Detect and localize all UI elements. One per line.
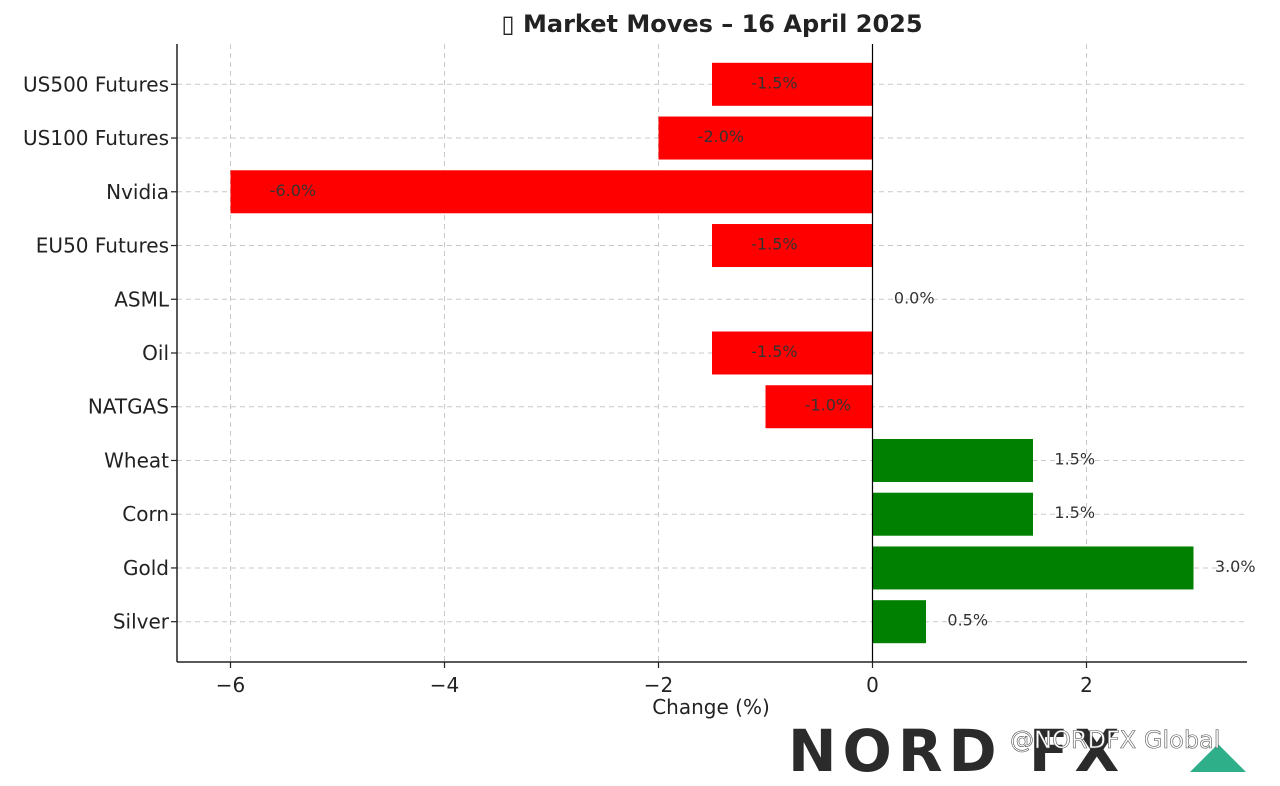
bar <box>712 331 873 375</box>
bar <box>712 224 873 268</box>
category-label: US100 Futures <box>23 126 169 150</box>
x-tick-label: 0 <box>866 673 879 697</box>
data-label: 1.5% <box>1054 449 1095 468</box>
category-label: Nvidia <box>106 180 169 204</box>
brand-logo: NORD FX @NORDFX Global <box>788 717 1246 785</box>
category-label: Corn <box>122 502 169 526</box>
chart-title: ▯ Market Moves – 16 April 2025 <box>501 10 922 38</box>
bar <box>872 438 1033 482</box>
x-tick-label: −4 <box>430 673 459 697</box>
category-label: ASML <box>114 287 170 311</box>
x-tick-label: 2 <box>1080 673 1093 697</box>
data-label: 0.5% <box>947 611 988 630</box>
category-label: US500 Futures <box>23 72 169 96</box>
data-label: -1.5% <box>751 235 797 254</box>
data-label: -1.0% <box>805 396 851 415</box>
data-label: -1.5% <box>751 342 797 361</box>
category-label: NATGAS <box>88 395 169 419</box>
bar <box>765 385 873 429</box>
category-label: Wheat <box>104 448 169 472</box>
bar-chart-emoji-icon: ▯ <box>501 10 523 38</box>
nordfx-logo: NORD FX <box>788 717 1125 782</box>
bar <box>872 600 926 644</box>
bar <box>872 546 1194 590</box>
bar <box>872 492 1033 536</box>
x-axis-title: Change (%) <box>652 695 770 719</box>
category-label: Silver <box>113 610 170 634</box>
data-label: 1.5% <box>1054 503 1095 522</box>
bar <box>230 170 873 214</box>
bar <box>712 62 873 106</box>
data-label: -6.0% <box>270 181 316 200</box>
watermark-text: @NORDFX Global <box>1010 726 1220 754</box>
data-label: 0.0% <box>894 288 935 307</box>
category-label: Gold <box>123 556 169 580</box>
x-tick-label: −2 <box>644 673 673 697</box>
category-label: Oil <box>142 341 169 365</box>
data-label: -1.5% <box>751 73 797 92</box>
data-label: -2.0% <box>698 127 744 146</box>
data-label: 3.0% <box>1215 557 1256 576</box>
logo-accent-icon <box>1190 744 1246 772</box>
chart-title-text: Market Moves – 16 April 2025 <box>523 10 923 38</box>
bar <box>658 116 873 160</box>
x-tick-label: −6 <box>216 673 245 697</box>
category-label: EU50 Futures <box>36 234 169 258</box>
